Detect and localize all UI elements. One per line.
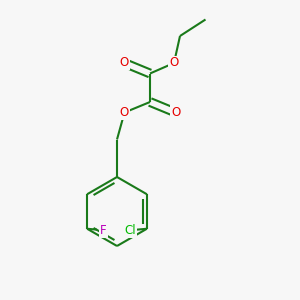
Text: F: F [100,224,107,237]
Text: O: O [120,106,129,119]
Text: O: O [171,106,180,119]
Text: O: O [120,56,129,70]
Text: O: O [169,56,178,70]
Text: Cl: Cl [124,224,136,237]
